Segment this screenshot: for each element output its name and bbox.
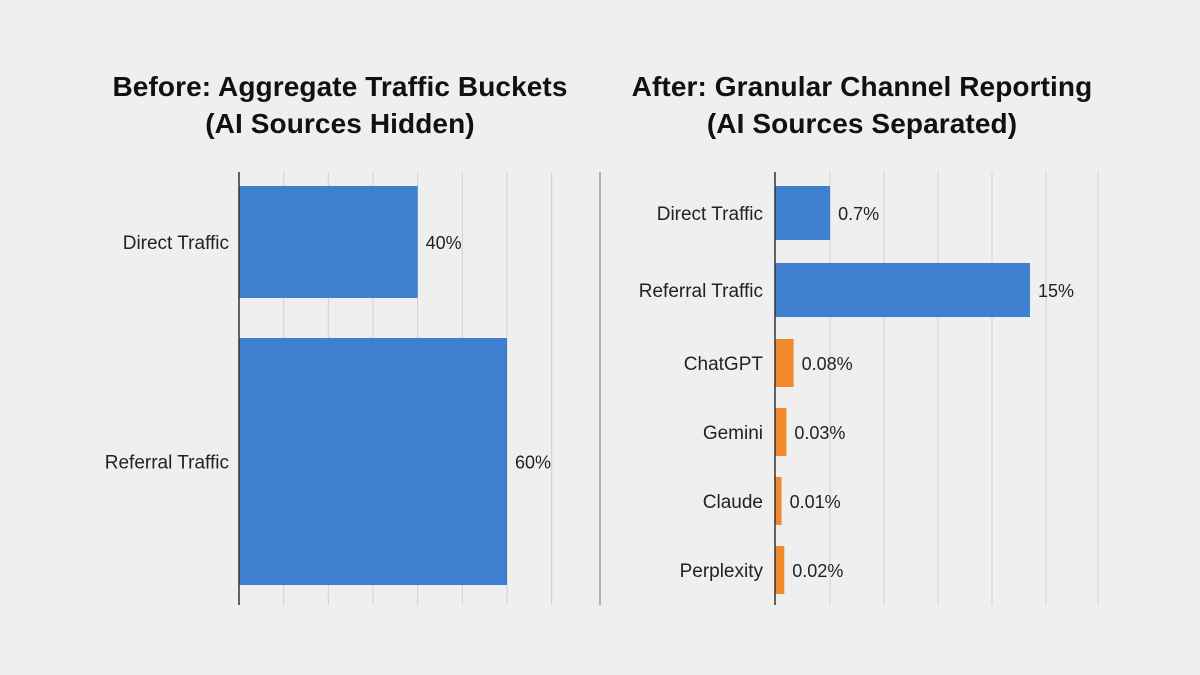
- bar-direct-traffic: [239, 186, 418, 298]
- data-label: 40%: [426, 233, 462, 253]
- data-label: 60%: [515, 453, 551, 473]
- data-label: 0.03%: [794, 423, 845, 443]
- chart-title-after: After: Granular Channel Reporting (AI So…: [582, 68, 1142, 142]
- chart-before-panel: Direct Traffic 40% Referral Traffic 60%: [105, 172, 553, 605]
- data-label: 0.01%: [790, 492, 841, 512]
- category-label: ChatGPT: [684, 354, 764, 375]
- category-label: Referral Traffic: [639, 281, 763, 302]
- data-label: 0.7%: [838, 204, 879, 224]
- data-label: 0.02%: [792, 561, 843, 581]
- category-label: Claude: [703, 492, 763, 513]
- category-label: Referral Traffic: [105, 453, 229, 474]
- bar-chatgpt: [775, 339, 794, 387]
- chart-title-line-2: (AI Sources Separated): [706, 108, 1018, 139]
- chart-title-line-1: Before: Aggregate Traffic Buckets: [112, 71, 568, 102]
- bar-direct-traffic: [775, 186, 831, 240]
- bar-referral-traffic: [775, 263, 1030, 317]
- category-label: Gemini: [703, 423, 763, 444]
- chart-title-line-2: (AI Sources Hidden): [205, 108, 475, 139]
- chart-after-panel: Direct Traffic 0.7% Referral Traffic 15% Cha…: [639, 172, 1099, 605]
- bar-gemini: [775, 408, 787, 456]
- category-label: Direct Traffic: [123, 233, 229, 254]
- bar-referral-traffic: [239, 338, 507, 585]
- bar-claude: [775, 477, 782, 525]
- data-label: 15%: [1038, 281, 1074, 301]
- bar-perplexity: [775, 546, 785, 594]
- chart-title-before: Before: Aggregate Traffic Buckets (AI So…: [60, 68, 620, 142]
- data-label: 0.08%: [802, 354, 853, 374]
- chart-title-line-1: After: Granular Channel Reporting: [631, 71, 1093, 102]
- category-label: Perplexity: [680, 561, 764, 582]
- category-label: Direct Traffic: [657, 204, 763, 225]
